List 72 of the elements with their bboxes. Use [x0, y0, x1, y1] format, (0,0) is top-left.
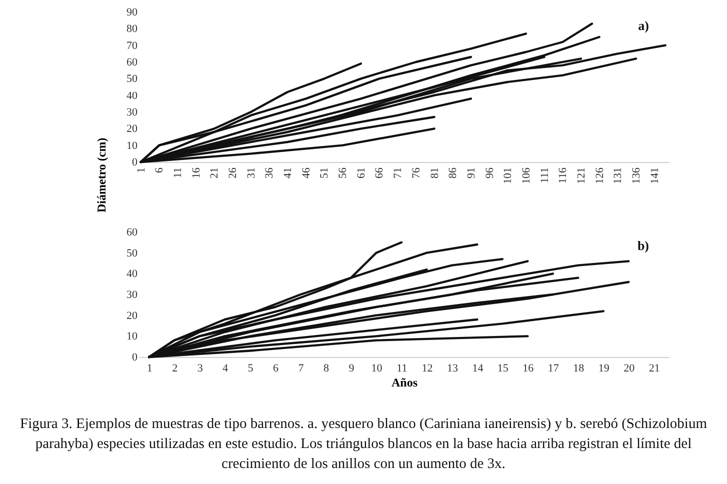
x-tick-label: 121	[575, 168, 588, 184]
x-tick-label: 4	[222, 362, 229, 374]
x-tick-label: 141	[648, 168, 661, 184]
x-tick-label: 14	[472, 362, 484, 374]
x-tick-label: 81	[428, 168, 441, 178]
x-tick-label: 15	[497, 362, 509, 374]
x-tick-label: 16	[522, 362, 534, 374]
y-tick-label: 90	[126, 6, 138, 18]
x-tick-label: 13	[446, 362, 458, 374]
x-tick-label: 21	[648, 362, 660, 374]
y-tick-label: 40	[126, 90, 138, 102]
text: Figura 3. Ejemplos de muestras de tipo barrenos. a. yesquero blanco (Cariniana ianeirensis) y b. serebó (Schizolobium parahyba) especies utilizadas en este estudio. Los triángulos blancos en la base hacia arriba registran el límite del crecimiento de los anillos con un aumento de 3x.	[19, 415, 708, 474]
x-tick-label: 76	[410, 167, 422, 178]
x-tick-label: 56	[337, 167, 350, 178]
x-tick-label: 11	[396, 362, 408, 374]
x-tick-label: 21	[208, 168, 221, 178]
x-axis-title: Años	[391, 376, 418, 390]
x-tick-label: 18	[573, 362, 585, 374]
x-tick-label: 8	[324, 362, 330, 374]
y-tick-label: 30	[126, 289, 138, 301]
x-tick-label: 20	[624, 362, 636, 374]
x-tick-label: 16	[190, 167, 202, 178]
y-tick-label: 0	[132, 156, 138, 168]
x-tick-label: 5	[248, 362, 254, 374]
x-tick-label: 26	[227, 167, 240, 178]
x-tick-label: 1	[135, 168, 148, 173]
y-tick-label: 50	[126, 247, 138, 260]
y-tick-label: 0	[132, 352, 138, 364]
x-tick-label: 2	[172, 362, 178, 374]
y-tick-label: 20	[126, 123, 138, 136]
x-tick-label: 10	[371, 362, 383, 374]
x-tick-label: 51	[318, 168, 331, 178]
y-tick-label: 20	[126, 310, 138, 322]
y-tick-label: 50	[126, 73, 138, 86]
x-tick-label: 9	[348, 362, 355, 374]
x-tick-label: 6	[273, 362, 280, 374]
x-tick-label: 96	[484, 167, 496, 178]
x-tick-label: 12	[422, 362, 433, 374]
y-tick-label: 70	[126, 40, 138, 52]
y-tick-label: 60	[126, 226, 138, 238]
x-tick-label: 1	[146, 362, 152, 374]
x-tick-label: 11	[172, 168, 184, 178]
x-tick-label: 61	[355, 168, 368, 178]
y-tick-label: 80	[126, 23, 138, 36]
y-tick-label: 30	[126, 106, 138, 118]
x-tick-label: 126	[594, 167, 606, 184]
x-tick-label: 86	[447, 167, 460, 178]
y-tick-label: 10	[126, 140, 138, 152]
x-tick-label: 6	[154, 167, 166, 173]
x-tick-label: 106	[520, 167, 532, 184]
x-tick-label: 46	[300, 167, 312, 178]
y-tick-label: 40	[126, 268, 138, 280]
x-tick-label: 7	[298, 362, 304, 374]
x-tick-label: 19	[598, 362, 610, 374]
x-tick-label: 41	[282, 168, 294, 178]
x-tick-label: 71	[392, 168, 404, 178]
x-tick-label: 31	[245, 168, 258, 178]
x-tick-label: 111	[538, 168, 551, 184]
x-tick-label: 3	[197, 362, 204, 374]
annotation: b)	[637, 238, 649, 253]
x-tick-label: 101	[502, 168, 514, 184]
x-tick-label: 131	[612, 168, 624, 184]
y-axis-title: Diámetro (cm)	[94, 138, 108, 212]
x-tick-label: 66	[374, 167, 386, 178]
x-tick-label: 91	[465, 168, 478, 178]
y-tick-label: 10	[126, 330, 138, 343]
annotation: a)	[638, 18, 649, 33]
y-tick-label: 60	[126, 56, 138, 68]
x-tick-label: 116	[557, 167, 570, 184]
x-tick-label: 17	[548, 362, 560, 374]
x-tick-label: 36	[264, 167, 276, 178]
x-tick-label: 136	[630, 167, 642, 184]
